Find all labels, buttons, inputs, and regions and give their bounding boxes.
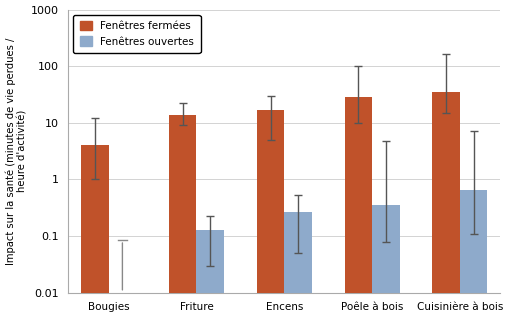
Y-axis label: Impact sur la santé (minutes de vie perdues /
heure d'activité): Impact sur la santé (minutes de vie perd… (6, 38, 28, 265)
Bar (257, 110, 284, 318)
Bar (345, 98, 372, 318)
Bar (81, 145, 109, 318)
Bar (169, 114, 197, 318)
Bar (284, 212, 312, 318)
Legend: Fenêtres fermées, Fenêtres ouvertes: Fenêtres fermées, Fenêtres ouvertes (73, 15, 201, 53)
Bar (197, 230, 224, 318)
Bar (432, 92, 460, 318)
Bar (372, 205, 400, 318)
Bar (460, 190, 487, 318)
